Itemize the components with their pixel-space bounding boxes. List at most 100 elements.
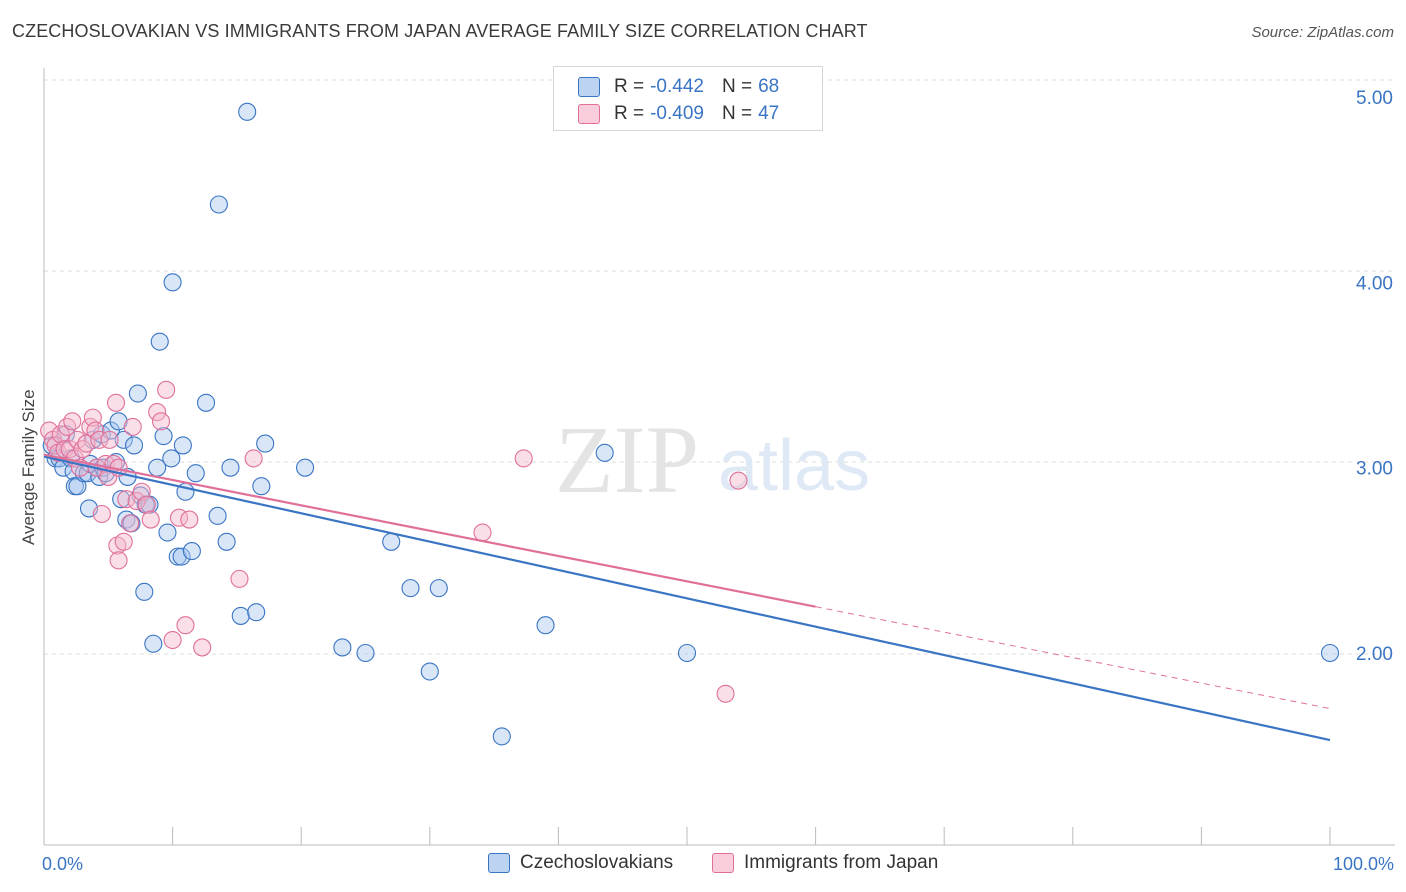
data-point-immigrants-japan — [46, 436, 65, 455]
bottom-legend-swatch-pink — [712, 853, 734, 873]
data-point-immigrants-japan — [51, 425, 70, 444]
trend-line-immigrants-japan-projection — [815, 606, 1331, 710]
data-point-immigrants-japan — [157, 380, 176, 399]
data-point-czechoslovakians — [1320, 643, 1340, 663]
data-point-czechoslovakians — [356, 643, 375, 663]
bottom-legend-label: Czechoslovakians — [520, 852, 674, 873]
legend-row-immigrants-japan: R = -0.409 N = 47 — [578, 100, 779, 128]
data-point-immigrants-japan — [121, 514, 140, 533]
series-immigrants-japan — [40, 380, 748, 703]
data-point-immigrants-japan — [148, 403, 167, 422]
data-point-czechoslovakians — [429, 579, 448, 598]
data-point-immigrants-japan — [151, 412, 171, 431]
data-point-immigrants-japan — [114, 532, 133, 551]
data-point-immigrants-japan — [729, 471, 748, 490]
trend-line-immigrants-japan — [43, 453, 816, 608]
data-point-czechoslovakians — [333, 638, 352, 657]
data-point-immigrants-japan — [68, 430, 87, 449]
data-point-czechoslovakians — [114, 430, 133, 449]
data-point-czechoslovakians — [109, 412, 128, 431]
bottom-legend-czechoslovakians: Czechoslovakians — [488, 852, 673, 874]
data-point-czechoslovakians — [252, 477, 271, 496]
data-point-czechoslovakians — [128, 384, 147, 403]
data-point-immigrants-japan — [180, 510, 199, 529]
data-point-czechoslovakians — [144, 634, 163, 653]
x-tick-label: 0.0% — [42, 854, 83, 874]
data-point-czechoslovakians — [135, 582, 154, 601]
legend-r-value: -0.442 — [650, 76, 704, 97]
data-point-immigrants-japan — [106, 393, 126, 412]
legend-n-label: N = — [721, 103, 753, 124]
data-point-czechoslovakians — [168, 547, 187, 566]
data-point-czechoslovakians — [677, 643, 697, 663]
data-point-immigrants-japan — [100, 430, 119, 449]
data-point-czechoslovakians — [208, 506, 227, 525]
data-point-immigrants-japan — [127, 491, 146, 511]
data-point-czechoslovakians — [173, 436, 192, 455]
data-point-immigrants-japan — [137, 495, 156, 514]
x-tick-label: 100.0% — [1333, 854, 1394, 874]
data-point-immigrants-japan — [109, 551, 128, 570]
bottom-legend-label: Immigrants from Japan — [744, 852, 939, 873]
data-point-czechoslovakians — [124, 436, 144, 455]
trend-lines — [43, 453, 1331, 742]
data-point-immigrants-japan — [163, 630, 182, 650]
legend-swatch-pink — [578, 104, 600, 124]
data-point-czechoslovakians — [401, 579, 420, 598]
chart-title: CZECHOSLOVAKIAN VS IMMIGRANTS FROM JAPAN… — [12, 21, 868, 41]
tick-labels: 2.00 3.00 4.00 5.00 0.0% 100.0% — [42, 88, 1394, 874]
legend-r-value: -0.409 — [650, 103, 704, 124]
data-point-czechoslovakians — [382, 532, 401, 551]
legend-n-value: 68 — [758, 76, 780, 97]
data-point-czechoslovakians — [256, 434, 275, 453]
data-point-czechoslovakians — [238, 102, 257, 121]
data-point-czechoslovakians — [163, 273, 182, 292]
y-tick-label: 5.00 — [1356, 88, 1393, 109]
data-point-immigrants-japan — [58, 417, 77, 436]
data-point-czechoslovakians — [420, 662, 439, 681]
data-point-immigrants-japan — [193, 638, 212, 657]
bottom-legend-swatch-blue — [488, 853, 510, 873]
legend-n-label: N = — [721, 76, 753, 97]
data-point-czechoslovakians — [536, 616, 555, 635]
data-point-czechoslovakians — [162, 449, 181, 468]
watermark-atlas: atlas — [718, 426, 870, 506]
y-tick-label: 4.00 — [1356, 273, 1393, 294]
y-axis-label: Average Family Size — [19, 389, 38, 545]
data-point-immigrants-japan — [63, 412, 82, 431]
correlation-legend: R = -0.442 N = 68 R = -0.409 N = 47 — [553, 66, 823, 131]
chart-source: Source: ZipAtlas.com — [1251, 24, 1394, 41]
data-point-immigrants-japan — [90, 430, 109, 449]
data-point-immigrants-japan — [86, 421, 105, 440]
data-point-czechoslovakians — [112, 490, 131, 509]
data-point-czechoslovakians — [217, 532, 236, 551]
legend-n-value: 47 — [758, 103, 780, 124]
data-point-czechoslovakians — [158, 523, 177, 542]
data-point-czechoslovakians — [221, 458, 240, 477]
data-point-czechoslovakians — [154, 427, 173, 446]
data-point-immigrants-japan — [244, 449, 263, 468]
data-point-immigrants-japan — [141, 510, 160, 529]
data-point-immigrants-japan — [92, 504, 111, 524]
legend-swatch-blue — [578, 77, 600, 97]
legend-row-czechoslovakians: R = -0.442 N = 68 — [578, 73, 779, 101]
grid-lines — [44, 79, 1395, 655]
data-point-immigrants-japan — [60, 440, 79, 459]
data-point-immigrants-japan — [716, 684, 735, 703]
data-point-czechoslovakians — [182, 542, 201, 561]
data-point-czechoslovakians — [247, 603, 266, 622]
data-point-czechoslovakians — [595, 443, 614, 462]
y-tick-label: 2.00 — [1356, 644, 1393, 665]
data-point-czechoslovakians — [231, 606, 250, 625]
bottom-legend-immigrants-japan: Immigrants from Japan — [712, 852, 938, 874]
data-point-immigrants-japan — [514, 449, 533, 468]
data-point-czechoslovakians — [209, 195, 228, 214]
data-point-czechoslovakians — [492, 727, 511, 746]
data-point-immigrants-japan — [176, 616, 195, 635]
data-point-czechoslovakians — [296, 458, 315, 477]
data-point-czechoslovakians — [172, 547, 191, 566]
data-point-immigrants-japan — [123, 417, 142, 436]
axes — [43, 68, 1395, 846]
data-point-immigrants-japan — [230, 569, 249, 588]
